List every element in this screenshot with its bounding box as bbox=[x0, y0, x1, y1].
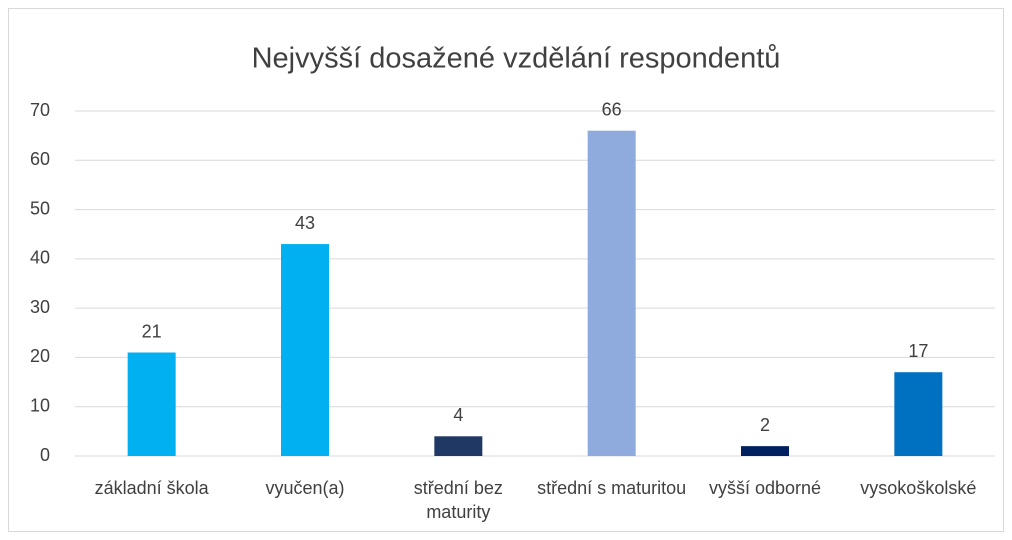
bar bbox=[741, 446, 789, 456]
bar bbox=[281, 244, 329, 456]
data-label: 21 bbox=[142, 321, 162, 341]
x-tick-label: střední bez maturity bbox=[413, 478, 503, 522]
data-label: 2 bbox=[760, 415, 770, 435]
x-tick-label: vyšší odborné bbox=[708, 478, 822, 498]
y-tick-label: 0 bbox=[40, 445, 50, 465]
chart-title: Nejvyšší dosažené vzdělání respondentů bbox=[252, 43, 781, 75]
y-tick-label: 20 bbox=[30, 346, 50, 366]
y-tick-label: 50 bbox=[30, 198, 50, 218]
bar bbox=[127, 352, 176, 456]
bar bbox=[434, 436, 483, 456]
y-tick-label: 70 bbox=[30, 100, 50, 120]
y-tick-label: 40 bbox=[30, 248, 50, 268]
x-tick-label: střední s maturitou bbox=[537, 478, 687, 498]
data-label: 43 bbox=[295, 213, 315, 233]
data-label: 4 bbox=[453, 405, 463, 425]
data-label: 66 bbox=[602, 99, 622, 119]
x-tick-label: vysokoškolské bbox=[860, 478, 977, 498]
y-tick-label: 10 bbox=[30, 395, 50, 415]
y-tick-label: 60 bbox=[30, 149, 50, 169]
bar bbox=[894, 372, 943, 456]
y-tick-label: 30 bbox=[30, 297, 50, 317]
x-tick-label: vyučen(a) bbox=[265, 478, 345, 498]
bar bbox=[587, 130, 636, 456]
data-label: 17 bbox=[908, 341, 928, 361]
x-tick-label: základní škola bbox=[94, 478, 209, 498]
